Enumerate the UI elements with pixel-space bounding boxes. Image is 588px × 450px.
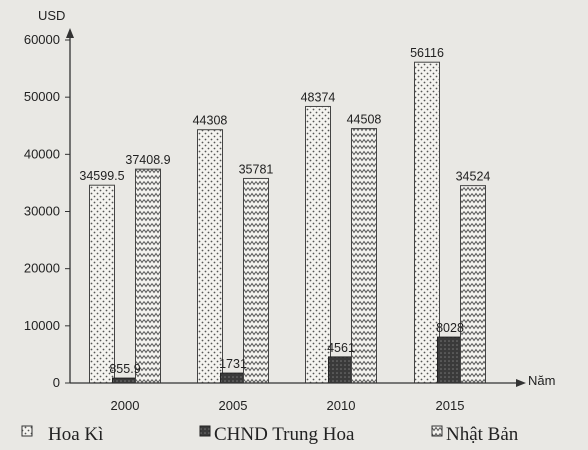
data-label-nhat-ban-2000: 37408.9 (125, 153, 170, 167)
x-axis-arrow (516, 379, 526, 387)
legend-swatch-nhat-ban (431, 425, 443, 437)
y-tick-label: 40000 (24, 146, 60, 161)
data-label-trung-hoa-2000: 855.9 (109, 362, 140, 376)
y-tick-label: 20000 (24, 261, 60, 276)
bar-hoa-ki-2015 (414, 61, 440, 384)
data-label-hoa-ki-2010: 48374 (301, 90, 336, 104)
bar-nhat-ban-2015 (460, 185, 486, 384)
y-axis-label: USD (38, 8, 65, 23)
data-label-trung-hoa-2010: 4561 (327, 341, 355, 355)
y-axis-arrow (66, 28, 74, 38)
legend-label-trung-hoa: CHND Trung Hoa (214, 424, 355, 445)
bar-trung-hoa-2005 (220, 372, 246, 384)
legend-swatch-trung-hoa (199, 425, 211, 437)
data-label-hoa-ki-2000: 34599.5 (79, 169, 124, 183)
bar-hoa-ki-2005 (197, 129, 223, 384)
y-tick-label: 0 (53, 375, 60, 390)
bar-hoa-ki-2000 (89, 184, 115, 384)
bar-nhat-ban-2010 (351, 128, 377, 384)
bar-trung-hoa-2010 (328, 356, 354, 384)
x-tick-label: 2005 (219, 398, 248, 413)
x-tick-label: 2000 (111, 398, 140, 413)
bar-trung-hoa-2015 (437, 336, 463, 384)
data-label-nhat-ban-2015: 34524 (456, 170, 491, 184)
data-label-nhat-ban-2010: 44508 (347, 113, 382, 127)
data-label-hoa-ki-2005: 44308 (193, 114, 228, 128)
data-label-hoa-ki-2015: 56116 (410, 46, 444, 60)
legend-swatch-hoa-ki (21, 425, 33, 437)
data-label-trung-hoa-2015: 8028 (436, 321, 464, 335)
x-tick-label: 2010 (327, 398, 356, 413)
legend-label-hoa-ki: Hoa Kì (48, 424, 103, 445)
legend: Hoa Kì CHND Trung Hoa Nhật Bản (21, 424, 519, 445)
bar-nhat-ban-2000 (135, 168, 161, 384)
legend-label-nhat-ban: Nhật Bản (446, 424, 519, 445)
data-label-trung-hoa-2005: 1731 (219, 357, 247, 371)
data-label-nhat-ban-2005: 35781 (239, 162, 274, 176)
y-tick-label: 10000 (24, 318, 60, 333)
x-tick-label: 2015 (436, 398, 465, 413)
bar-trung-hoa-2000 (112, 377, 138, 384)
y-tick-label: 60000 (24, 32, 60, 47)
y-tick-label: 50000 (24, 89, 60, 104)
x-axis-label: Năm (528, 373, 555, 388)
bar-nhat-ban-2005 (243, 177, 269, 384)
y-tick-label: 30000 (24, 204, 60, 219)
